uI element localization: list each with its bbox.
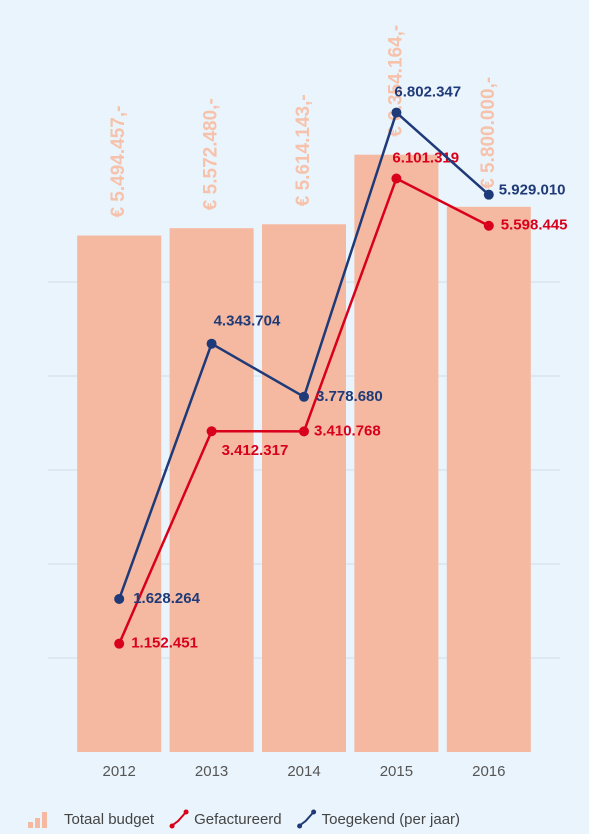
- legend-item: Toegekend (per jaar): [297, 809, 460, 829]
- point: [391, 107, 402, 118]
- line-value-label: 5.929.010: [499, 182, 566, 199]
- legend-label: Toegekend (per jaar): [322, 811, 460, 828]
- bar-value-label: € 5.614.143,-: [293, 94, 314, 206]
- legend-icon: [311, 809, 317, 815]
- x-tick-label: 2014: [287, 763, 320, 780]
- legend-label: Totaal budget: [64, 811, 155, 828]
- bar-value-label: € 6.354.164,-: [385, 25, 406, 137]
- x-tick-label: 2015: [380, 763, 413, 780]
- bar-value-label: € 5.572.480,-: [201, 98, 222, 210]
- point: [299, 426, 309, 437]
- legend-item: Totaal budget: [28, 811, 155, 828]
- line-value-label: 5.598.445: [501, 217, 568, 234]
- point: [299, 391, 309, 402]
- bar-value-label: € 5.800.000,-: [478, 77, 499, 189]
- bar: [354, 154, 439, 752]
- line-value-label: 3.412.317: [222, 442, 289, 459]
- legend-label: Gefactureerd: [194, 811, 282, 828]
- line-value-label: 1.628.264: [133, 590, 200, 607]
- line-value-label: 3.410.768: [314, 422, 381, 439]
- point: [114, 593, 125, 604]
- legend-item: Gefactureerd: [169, 809, 282, 829]
- legend-icon: [42, 812, 47, 828]
- line-value-label: 3.778.680: [316, 388, 383, 405]
- point: [391, 173, 402, 184]
- point: [114, 638, 125, 649]
- legend-icon: [183, 809, 189, 815]
- bar-value-label: € 5.494.457,-: [108, 106, 129, 218]
- point: [206, 426, 217, 437]
- line-value-label: 6.802.347: [394, 84, 461, 101]
- legend-icon: [297, 823, 303, 829]
- point: [483, 220, 494, 231]
- bar: [77, 235, 162, 752]
- point: [483, 189, 494, 200]
- legend-icon: [35, 818, 40, 828]
- line-value-label: 1.152.451: [131, 635, 198, 652]
- line-value-label: 4.343.704: [214, 313, 281, 330]
- x-tick-label: 2016: [472, 763, 505, 780]
- bar: [446, 206, 531, 753]
- legend-icon: [169, 823, 175, 829]
- point: [206, 338, 217, 349]
- x-tick-label: 2013: [195, 763, 228, 780]
- bar: [169, 228, 254, 752]
- x-tick-label: 2012: [103, 763, 136, 780]
- legend-icon: [28, 822, 33, 828]
